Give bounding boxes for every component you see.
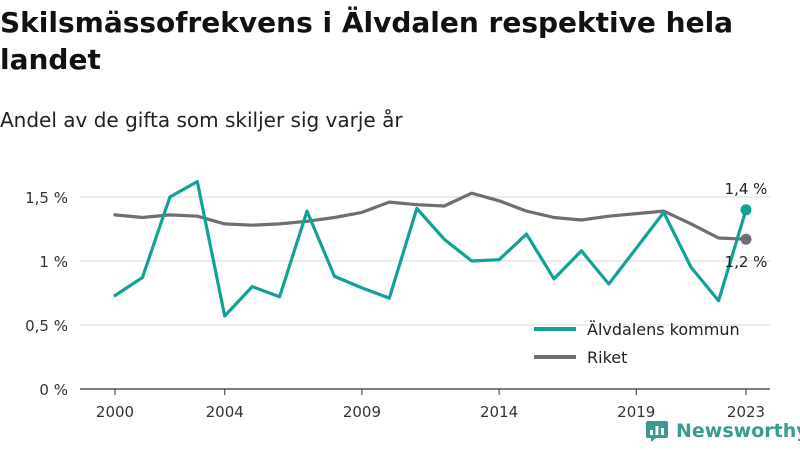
series-line-älvdalens-kommun bbox=[113, 180, 748, 318]
y-tick-label: 0 % bbox=[39, 381, 68, 399]
legend-label-älvdalens-kommun: Älvdalens kommun bbox=[587, 320, 740, 339]
newsworthy-brand: Newsworthy bbox=[645, 418, 800, 444]
chart-legend: Älvdalens kommun Riket bbox=[534, 320, 740, 367]
chart-series bbox=[113, 180, 752, 318]
chart-subtitle: Andel av de gifta som skiljer sig varje … bbox=[0, 108, 403, 132]
x-tick-label: 2000 bbox=[96, 403, 134, 421]
x-tick-label: 2014 bbox=[480, 403, 518, 421]
end-labels: 1,4 % 1,2 % bbox=[725, 180, 768, 271]
x-tick-label: 2023 bbox=[727, 403, 765, 421]
x-tick-label: 2019 bbox=[617, 403, 655, 421]
chart-grid bbox=[80, 196, 770, 390]
x-axis-ticks: 2000 2004 2009 2014 2019 2023 bbox=[96, 389, 765, 421]
y-axis-ticks: 0 % 0,5 % 1 % 1,5 % bbox=[25, 189, 68, 399]
series-line-riket bbox=[113, 191, 748, 241]
series-end-point-riket bbox=[740, 233, 752, 245]
chart-title: Skilsmässofrekvens i Älvdalen respektive… bbox=[0, 6, 734, 76]
brand-name: Newsworthy bbox=[676, 420, 800, 442]
legend-label-riket: Riket bbox=[587, 348, 627, 367]
y-tick-label: 1,5 % bbox=[25, 189, 68, 207]
y-tick-label: 1 % bbox=[39, 253, 68, 271]
y-tick-label: 0,5 % bbox=[25, 317, 68, 335]
series-end-point-älvdalens-kommun bbox=[740, 204, 752, 216]
x-tick-label: 2009 bbox=[343, 403, 381, 421]
x-tick-label: 2004 bbox=[206, 403, 244, 421]
newsworthy-logo-icon bbox=[646, 421, 668, 442]
end-label-riket: 1,2 % bbox=[725, 253, 768, 271]
end-label-älvdalens-kommun: 1,4 % bbox=[725, 180, 768, 198]
